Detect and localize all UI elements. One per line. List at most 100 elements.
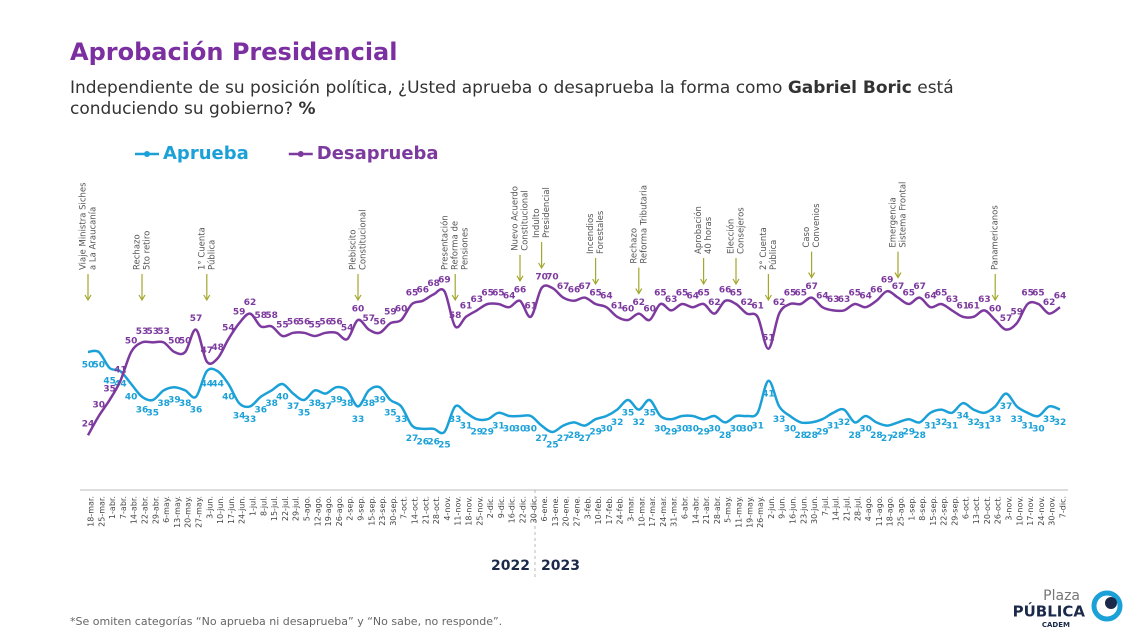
data-label: 65	[1021, 289, 1034, 299]
x-tick-label: 4-nov.	[443, 496, 452, 521]
data-label: 31	[751, 421, 764, 431]
data-label: 62	[633, 298, 646, 308]
data-label: 68	[427, 279, 440, 289]
x-tick-label: 16-dic.	[508, 496, 517, 523]
subtitle-bold: Gabriel Boric	[787, 78, 912, 98]
annotation-arrowhead	[84, 294, 92, 302]
data-label: 35	[622, 409, 635, 419]
data-label: 33	[773, 415, 786, 425]
data-label: 37	[1000, 402, 1013, 412]
annotation-text: a La Araucanía	[89, 207, 99, 270]
data-label: 61	[957, 301, 970, 311]
data-label: 35	[147, 409, 160, 419]
data-label: 56	[287, 317, 300, 327]
x-tick-label: 18-mar.	[87, 496, 96, 527]
x-tick-label: 7-oct.	[400, 496, 409, 519]
x-tick-label: 10-nov.	[1015, 496, 1024, 526]
x-tick-label: 30-jun.	[810, 496, 819, 524]
data-label: 30	[600, 425, 613, 435]
series-line	[86, 284, 1061, 436]
annotation-text: Viaje Ministra Siches	[79, 182, 89, 270]
data-label: 63	[827, 295, 840, 305]
data-label: 37	[287, 402, 300, 412]
annotation-text: Panamericanos	[991, 205, 1001, 270]
annotation-arrowhead	[592, 278, 600, 286]
annotation-text: Presentación	[440, 215, 451, 270]
data-label: 40	[125, 393, 138, 403]
data-label: 70	[546, 273, 559, 283]
data-label: 30	[525, 425, 538, 435]
x-tick-label: 22-sep.	[940, 496, 949, 526]
data-label: 38	[265, 399, 278, 409]
year-label: 2022	[491, 558, 530, 574]
data-label: 65	[935, 289, 948, 299]
subtitle: Independiente de su posición política, ¿…	[70, 78, 970, 120]
data-label: 30	[859, 425, 872, 435]
data-label: 40	[222, 393, 235, 403]
data-label: 32	[967, 418, 980, 428]
data-label: 67	[913, 282, 926, 292]
x-tick-label: 30-sep.	[389, 496, 398, 526]
x-tick-label: 22-jul.	[281, 496, 290, 521]
data-label: 63	[838, 295, 851, 305]
x-tick-label: 18-nov.	[465, 496, 474, 526]
title: Aprobación Presidencial	[70, 38, 398, 66]
data-label: 31	[460, 421, 473, 431]
data-label: 28	[913, 431, 926, 441]
annotation-text: Forestales	[596, 210, 606, 254]
data-label: 32	[935, 418, 948, 428]
data-label: 34	[957, 412, 970, 422]
data-label: 33	[244, 415, 257, 425]
data-label: 66	[870, 285, 883, 295]
data-label: 62	[708, 298, 721, 308]
data-label: 47	[201, 346, 214, 356]
annotation-text: Rechazo	[133, 234, 143, 270]
data-label: 31	[492, 421, 505, 431]
annotation-text: Incendios	[586, 213, 596, 254]
data-label: 30	[708, 425, 721, 435]
logo-main: PÚBLICA	[1013, 602, 1086, 621]
annotation-arrowhead	[451, 294, 459, 302]
subtitle-text: está conduciendo su gobierno?	[70, 78, 954, 119]
data-label: 36	[255, 405, 268, 415]
data-label: 60	[989, 305, 1002, 315]
annotation-text: Pensiones	[461, 227, 471, 270]
data-label: 32	[633, 418, 646, 428]
data-label: 29	[903, 428, 916, 438]
footnote: *Se omiten categorías “No aprueba ni des…	[70, 615, 502, 628]
annotation-arrowhead	[138, 294, 146, 302]
data-label: 33	[352, 415, 365, 425]
data-label: 55	[309, 321, 322, 331]
data-label: 33	[395, 415, 408, 425]
x-tick-label: 26-oct.	[994, 496, 1003, 524]
x-tick-label: 20-ene.	[562, 496, 571, 527]
data-label: 38	[341, 399, 354, 409]
x-tick-label: 3-feb.	[583, 496, 592, 519]
x-tick-label: 21-jul.	[843, 496, 852, 521]
subtitle-text: Independiente de su posición política, ¿…	[70, 78, 788, 98]
x-tick-label: 11-may.	[735, 496, 744, 528]
data-label: 60	[643, 305, 656, 315]
logo-icon	[1105, 597, 1117, 609]
data-label: 50	[179, 337, 192, 347]
data-label: 59	[384, 308, 397, 318]
annotation-text: Consejeros	[737, 207, 747, 254]
data-label: 39	[373, 396, 386, 406]
data-label: 35	[384, 409, 397, 419]
data-label: 30	[514, 425, 527, 435]
annotation-text: 40 horas	[704, 216, 714, 254]
data-label: 29	[471, 428, 484, 438]
data-label: 27	[579, 434, 592, 444]
data-label: 58	[255, 311, 268, 321]
annotation-text: Constitucional	[359, 209, 369, 270]
data-label: 62	[773, 298, 786, 308]
x-tick-label: 26-may.	[756, 496, 765, 528]
data-label: 25	[438, 441, 451, 451]
data-label: 27	[406, 434, 419, 444]
annotation-arrowhead	[635, 288, 643, 295]
x-tick-label: 24-nov.	[1037, 496, 1046, 526]
data-label: 61	[611, 301, 624, 311]
x-tick-label: 17-feb.	[605, 496, 614, 524]
data-label: 67	[557, 282, 570, 292]
